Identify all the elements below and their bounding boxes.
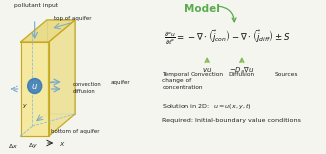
FancyArrowPatch shape: [218, 6, 236, 22]
Circle shape: [28, 79, 42, 93]
Text: Model: Model: [184, 4, 220, 14]
Text: Solution in 2D:  $u = u(x, y, t)$: Solution in 2D: $u = u(x, y, t)$: [162, 102, 252, 111]
Text: $-D_a\nabla u$: $-D_a\nabla u$: [229, 66, 255, 76]
Text: $X$: $X$: [59, 140, 66, 148]
Text: aquifer: aquifer: [110, 79, 130, 85]
Text: Required: Initial-boundary value conditions: Required: Initial-boundary value conditi…: [162, 118, 301, 123]
Text: $\Delta x$: $\Delta x$: [8, 142, 18, 150]
Polygon shape: [49, 20, 75, 136]
Text: $\Delta y$: $\Delta y$: [28, 142, 38, 150]
Polygon shape: [21, 20, 75, 42]
Text: $y$: $y$: [22, 102, 28, 110]
Text: Sources: Sources: [275, 72, 299, 77]
Text: convection
diffusion: convection diffusion: [73, 82, 102, 94]
Text: Diffusion: Diffusion: [229, 72, 255, 77]
Text: pollutant input: pollutant input: [14, 3, 58, 8]
Text: top of aquifer: top of aquifer: [54, 16, 92, 20]
Text: bottom of aquifer: bottom of aquifer: [51, 128, 99, 134]
Text: Convection: Convection: [191, 72, 224, 77]
Text: $vu$: $vu$: [202, 66, 212, 74]
Text: $\frac{\partial^{\alpha}u}{\partial t^{\alpha}} = -\nabla\cdot\left(\vec{j}_{con: $\frac{\partial^{\alpha}u}{\partial t^{\…: [164, 29, 290, 47]
Polygon shape: [21, 42, 49, 136]
Text: Temporal
change of
concentration: Temporal change of concentration: [162, 72, 203, 90]
Text: $u$: $u$: [31, 81, 38, 91]
